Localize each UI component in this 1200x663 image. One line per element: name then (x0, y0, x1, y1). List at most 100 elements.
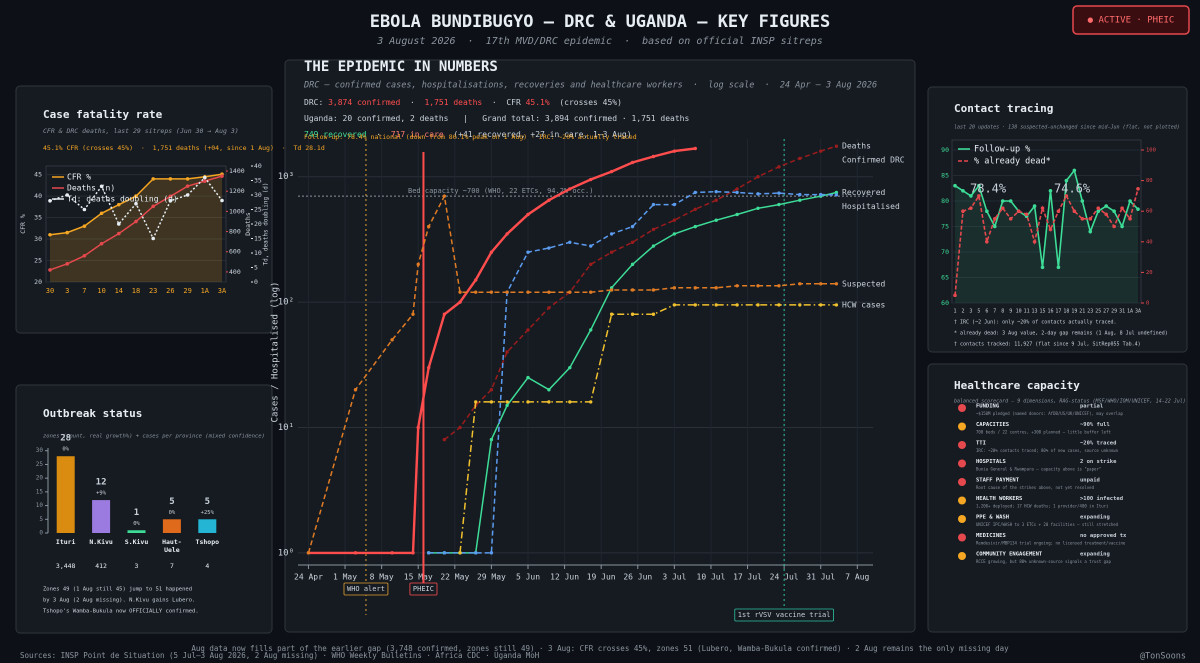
y-tick-label: 30 (254, 191, 262, 199)
bar-value: 28 (60, 434, 71, 444)
x-tick-label: 5 (977, 309, 980, 315)
item-label: FUNDING (976, 404, 1000, 410)
series-point (489, 290, 494, 294)
item-description: Bunia General & Rwampara — capacity abov… (976, 467, 1101, 472)
series-point (977, 183, 981, 188)
series-point (969, 194, 973, 198)
info-segment: (crosses 45%) (550, 98, 622, 107)
legend-label: Td: deaths doubling (d) (67, 195, 178, 204)
series-point (416, 425, 420, 430)
series-point (442, 437, 447, 442)
series-point (961, 209, 965, 213)
series-point (568, 400, 572, 404)
series-point (1112, 224, 1116, 229)
series-point (1104, 204, 1108, 208)
x-tick-label: 7 (82, 287, 86, 295)
x-tick-label: 30 (46, 287, 54, 295)
series-point (505, 403, 509, 408)
y-tick-label: 65 (941, 274, 949, 282)
series-point (834, 193, 839, 197)
series-point (1008, 217, 1013, 221)
series-point (489, 250, 494, 254)
item-status: expanding (1080, 552, 1110, 558)
series-point (992, 217, 997, 221)
series-point (714, 218, 718, 222)
series-point (630, 224, 635, 229)
series-point (134, 194, 138, 198)
series-point (1064, 194, 1069, 198)
series-point (416, 262, 420, 267)
series-point (1040, 265, 1045, 270)
series-point (735, 212, 739, 217)
series-point (568, 187, 572, 191)
x-tick-label: Ituri (56, 538, 76, 546)
item-status: no approved tx (1080, 533, 1127, 539)
series-point (819, 192, 823, 197)
item-label: STAFF PAYMENT (976, 478, 1020, 484)
series-point (474, 290, 478, 294)
series-point (489, 437, 494, 442)
series-point (306, 551, 311, 555)
series-point (630, 240, 635, 244)
series-point (1096, 206, 1101, 210)
series-point (834, 190, 839, 195)
series-point (651, 227, 656, 232)
series-label: HCW cases (842, 300, 886, 309)
series-point (985, 209, 989, 213)
panel-note: † IRC (~2 Jun): only ~20% of contacts ac… (954, 320, 1117, 326)
bar-growth: +25% (201, 510, 215, 516)
reference-label: Bed capacity ~700 (WHO, 22 ETCs, 94.2% o… (408, 187, 593, 195)
status-badge-text: ● ACTIVE · PHEIC (1088, 16, 1175, 26)
info-line: Uganda: 20 confirmed, 2 deaths | Grand t… (304, 114, 689, 123)
series-point (353, 551, 358, 555)
panel-title: Outbreak status (43, 407, 142, 420)
y-tick-label: 400 (229, 268, 241, 276)
series-point (1032, 240, 1037, 244)
y-tick-label: 45 (34, 171, 42, 179)
series-point (568, 290, 572, 294)
series-point (526, 400, 530, 404)
series-point (589, 262, 593, 267)
series-point (568, 365, 572, 370)
series-point (756, 303, 760, 307)
panel-subtitle: last 20 updates · 138 suspected-unchange… (954, 125, 1180, 131)
y-tick-label: 10⁰ (278, 548, 294, 558)
series-point (134, 219, 138, 224)
info-segment: · (400, 98, 424, 107)
series-point (134, 201, 138, 206)
series-point (1056, 209, 1061, 213)
series-point (651, 202, 656, 207)
outbreak-panel (15, 384, 273, 634)
series-point (65, 230, 69, 235)
event-label-box (734, 608, 834, 622)
status-badge (1072, 5, 1190, 35)
x-tick-label: 15 (1040, 309, 1046, 315)
series-label: Deaths (842, 142, 871, 151)
x-tick-label: 5 Jun (516, 573, 540, 582)
series-point (458, 425, 462, 430)
y2-axis-label: Deaths (244, 212, 252, 236)
x-tick-label: 23 (149, 287, 157, 295)
series-point (672, 218, 677, 222)
series-point (985, 240, 989, 244)
x-tick-label: 29 (1111, 309, 1117, 315)
y-tick-label: 80 (941, 197, 949, 205)
series-point (777, 202, 781, 207)
bar-value: 1 (134, 508, 139, 518)
y-tick-label: 1200 (229, 187, 245, 195)
item-description: 1,200+ deployed; 17 HCW deaths; 1 provid… (976, 504, 1109, 509)
x-tick-label: 1A (1127, 309, 1133, 315)
item-description: ~$150M pledged (named donors: AfDB/US/UK… (976, 411, 1123, 416)
series-point (735, 303, 739, 307)
series-point (220, 198, 224, 203)
series-point (474, 551, 478, 555)
y2-tick-label: 20 (1146, 270, 1153, 276)
status-dot (958, 478, 966, 486)
item-label: HEALTH WORKERS (976, 496, 1022, 502)
series-point (1088, 217, 1093, 221)
series-point (117, 222, 121, 226)
panel-note: Tshopo's Wamba-Bukula now OFFICIALLY con… (43, 609, 199, 615)
bar (56, 456, 75, 533)
series-point (1072, 168, 1077, 173)
